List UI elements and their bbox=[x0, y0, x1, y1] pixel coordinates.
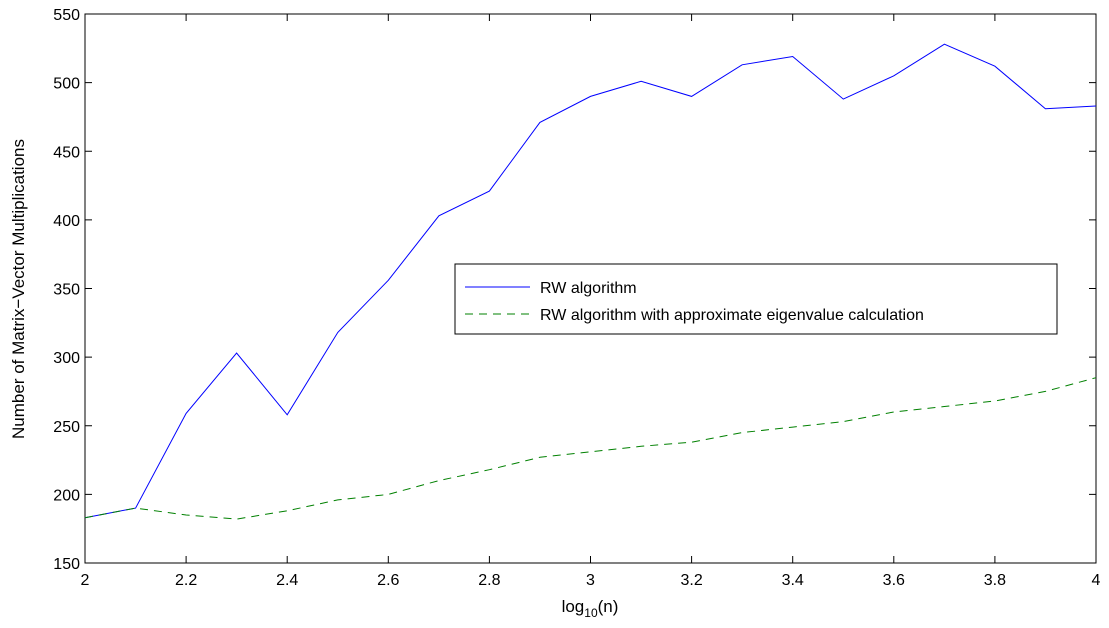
legend-label-rw: RW algorithm bbox=[540, 280, 637, 297]
y-tick-label: 550 bbox=[53, 7, 80, 24]
y-tick-label: 450 bbox=[53, 144, 80, 161]
x-tick-label: 3.8 bbox=[984, 572, 1006, 589]
x-tick-label: 2.4 bbox=[276, 572, 298, 589]
y-tick-label: 500 bbox=[53, 76, 80, 93]
x-tick-label: 4 bbox=[1092, 572, 1101, 589]
series-lines bbox=[84, 43, 1097, 520]
x-tick-label: 3.2 bbox=[680, 572, 702, 589]
axis-ticks: 2 2.2 2.4 2.6 2.8 3 3.2 3.4 3.6 3.8 4 150 200 250 300 3… bbox=[53, 7, 1100, 589]
legend-box bbox=[454, 263, 1058, 335]
series-line-0 bbox=[84, 43, 1097, 519]
x-tick-label: 2.8 bbox=[478, 572, 500, 589]
y-tick-label: 350 bbox=[53, 282, 80, 299]
x-tick-label: 2.2 bbox=[175, 572, 197, 589]
y-tick-label: 200 bbox=[53, 487, 80, 504]
y-axis-title: Number of Matrix−Vector Multiplications bbox=[9, 139, 28, 439]
x-axis-title-subscript: 10 bbox=[584, 606, 598, 620]
x-tick-label: 3 bbox=[586, 572, 595, 589]
y-tick-label: 150 bbox=[53, 556, 80, 573]
x-axis-title: log10(n) bbox=[562, 597, 619, 620]
x-tick-label: 3.4 bbox=[782, 572, 804, 589]
y-tick-label: 250 bbox=[53, 419, 80, 436]
y-tick-label: 300 bbox=[53, 350, 80, 367]
series-line-1 bbox=[84, 377, 1097, 520]
x-axis-title-tail: (n) bbox=[598, 597, 619, 616]
x-tick-label: 2 bbox=[81, 572, 90, 589]
x-tick-label: 2.6 bbox=[377, 572, 399, 589]
y-tick-label: 400 bbox=[53, 213, 80, 230]
x-tick-label: 3.6 bbox=[883, 572, 905, 589]
legend-label-rw-approx: RW algorithm with approximate eigenvalue… bbox=[540, 307, 924, 324]
legend: RW algorithm RW algorithm with approxima… bbox=[454, 263, 1058, 335]
